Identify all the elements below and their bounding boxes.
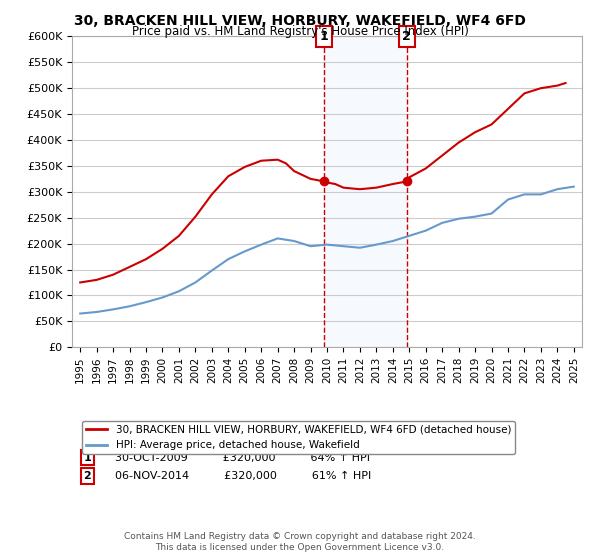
Text: 06-NOV-2014          £320,000          61% ↑ HPI: 06-NOV-2014 £320,000 61% ↑ HPI [108, 471, 371, 481]
Text: Contains HM Land Registry data © Crown copyright and database right 2024.
This d: Contains HM Land Registry data © Crown c… [124, 532, 476, 552]
Text: 1: 1 [83, 452, 91, 463]
Bar [324, 36, 407, 347]
Text: 1: 1 [320, 30, 329, 43]
Text: 30-OCT-2009          £320,000          64% ↑ HPI: 30-OCT-2009 £320,000 64% ↑ HPI [108, 452, 370, 463]
Text: 30, BRACKEN HILL VIEW, HORBURY, WAKEFIELD, WF4 6FD: 30, BRACKEN HILL VIEW, HORBURY, WAKEFIEL… [74, 14, 526, 28]
Text: Price paid vs. HM Land Registry's House Price Index (HPI): Price paid vs. HM Land Registry's House … [131, 25, 469, 38]
Legend: 30, BRACKEN HILL VIEW, HORBURY, WAKEFIELD, WF4 6FD (detached house), HPI: Averag: 30, BRACKEN HILL VIEW, HORBURY, WAKEFIEL… [82, 421, 515, 454]
Text: 2: 2 [403, 30, 411, 43]
Text: 2: 2 [83, 471, 91, 481]
